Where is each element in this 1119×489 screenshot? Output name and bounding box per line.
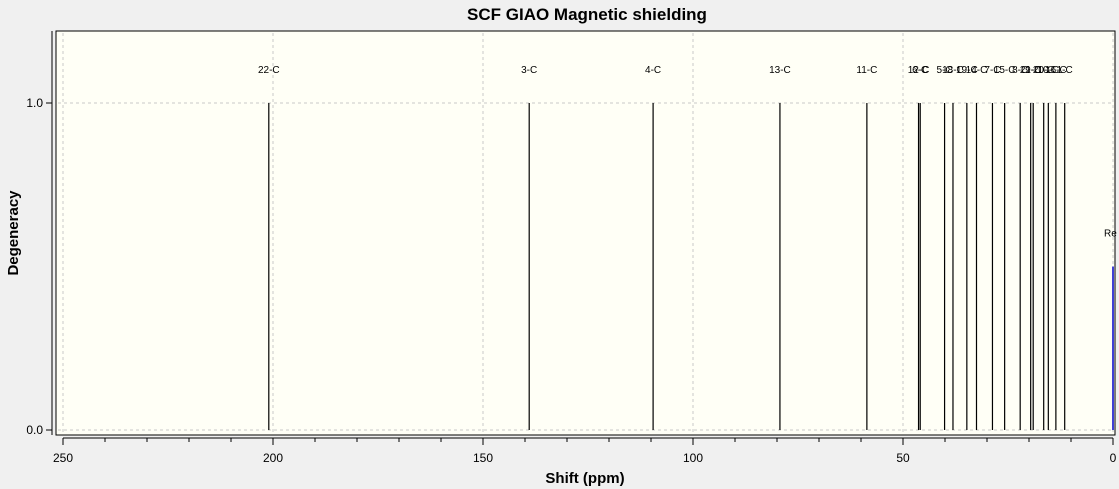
y-tick-label: 1.0 [26, 96, 43, 110]
peak-label: 3-C [521, 65, 537, 76]
x-tick-label: 0 [1110, 451, 1117, 465]
peak-label: 8-C [1012, 65, 1028, 76]
x-axis-label: Shift (ppm) [545, 470, 624, 487]
x-tick-label: 250 [53, 451, 73, 465]
plot-area[interactable] [55, 30, 1116, 436]
peaks: 22-C 3-C 4-C 13-C 11-C 12-C6-C 5-C18-C19-C14-C… [258, 65, 1117, 430]
peak-label: 13-C [769, 65, 791, 76]
peak-label: 9-C [1025, 65, 1041, 76]
peak-label: 11-C [856, 65, 877, 76]
peak-label: 21-C [1020, 65, 1042, 76]
peak-label: 10-C [1037, 65, 1059, 76]
grid [58, 33, 1114, 433]
peak-label: 15-C [994, 65, 1016, 76]
peak-label: 19-C [956, 65, 978, 76]
x-tick-label: 150 [473, 451, 493, 465]
x-tick-label: 200 [263, 451, 283, 465]
peak-label: 20-C [1033, 65, 1055, 76]
peak-label: 12-C [908, 65, 930, 76]
y-tick-label: 0.0 [26, 423, 43, 437]
peak-label: 5-C [937, 65, 953, 76]
peak-label: 4-C [645, 65, 661, 76]
x-tick-label: 100 [683, 451, 703, 465]
peak-label: 6-C [912, 65, 928, 76]
peak-label: 22-C [258, 65, 280, 76]
x-tick-label: 50 [896, 451, 910, 465]
axes: 250 200 150 100 50 0 0.0 1.0 [26, 31, 1117, 465]
chart-title: SCF GIAO Magnetic shielding [467, 5, 707, 24]
peak-label: 14-C [966, 65, 988, 76]
peak-label: 16-C [1045, 65, 1067, 76]
peak-label: 18-C [942, 65, 964, 76]
reference-label: Re [1104, 229, 1117, 240]
y-axis-label: Degeneracy [5, 190, 22, 276]
peak-label: 1-C [1057, 65, 1073, 76]
peak-label: 7-C [984, 65, 1000, 76]
